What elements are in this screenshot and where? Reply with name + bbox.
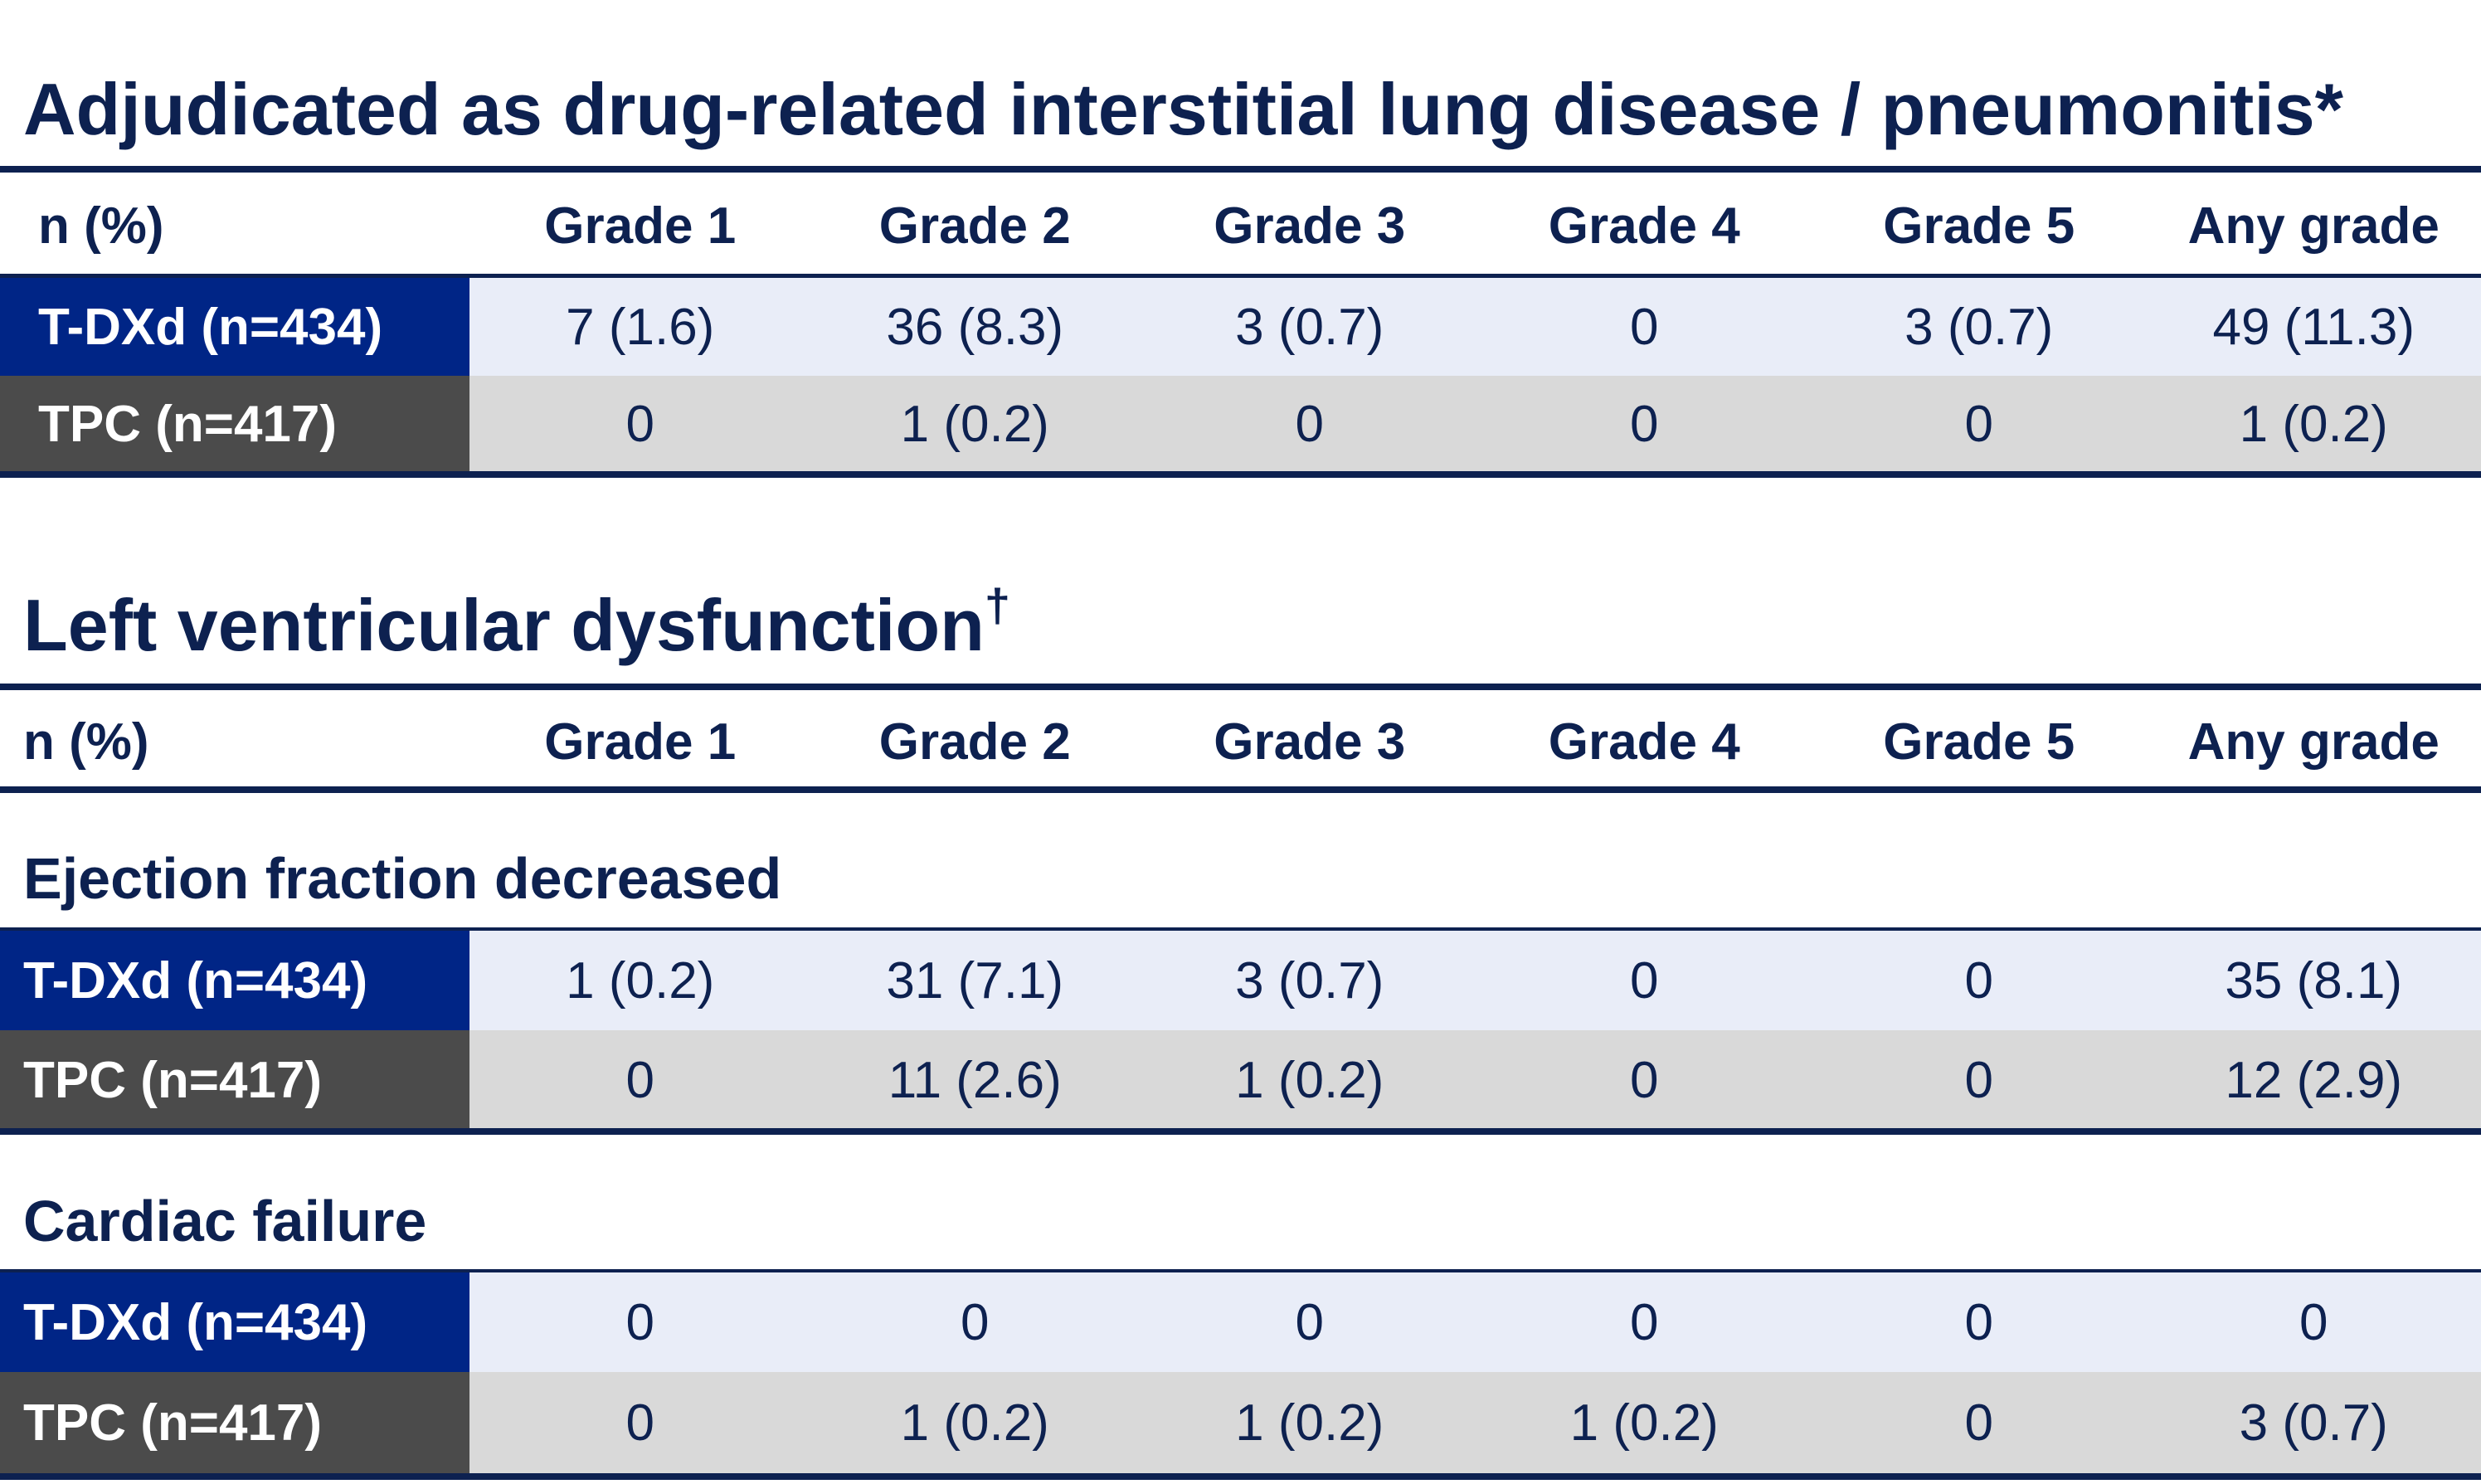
header-grade-3: Grade 3 bbox=[1214, 713, 1406, 771]
cell-value: 0 bbox=[1964, 1051, 1993, 1109]
table-row: T-DXd (n=434) 1 (0.2) 31 (7.1) 3 (0.7) 0… bbox=[0, 931, 2481, 1030]
header-grade-5: Grade 5 bbox=[1883, 713, 2075, 771]
section1-title-text: Adjudicated as drug-related interstitial… bbox=[23, 68, 2343, 150]
header-grade-5: Grade 5 bbox=[1883, 197, 2075, 255]
cell-value: 0 bbox=[1964, 1293, 1993, 1351]
row-label-tpc: TPC (n=417) bbox=[0, 1372, 469, 1473]
row-label-tdxd: T-DXd (n=434) bbox=[0, 931, 469, 1030]
header-label: n (%) bbox=[23, 713, 149, 771]
group-bottom-rule bbox=[0, 1128, 2481, 1135]
section1-title: Adjudicated as drug-related interstitial… bbox=[23, 73, 2343, 146]
section1-top-rule bbox=[0, 166, 2481, 173]
header-any-grade: Any grade bbox=[2187, 197, 2440, 255]
cell-value: 3 (0.7) bbox=[2239, 1394, 2388, 1452]
section2-header-rule bbox=[0, 786, 2481, 793]
cell-value: 0 bbox=[961, 1293, 990, 1351]
section1-header-rule bbox=[0, 274, 2481, 280]
cell-value: 0 bbox=[1630, 951, 1659, 1010]
row-label-tpc: TPC (n=417) bbox=[0, 376, 469, 473]
group-rule bbox=[0, 1269, 2481, 1272]
section2-title-text: Left ventricular dysfunction bbox=[23, 584, 985, 666]
table-row: T-DXd (n=434) 0 0 0 0 0 0 bbox=[0, 1272, 2481, 1372]
cell-value: 1 (0.2) bbox=[900, 396, 1049, 453]
cell-value: 31 (7.1) bbox=[886, 951, 1064, 1010]
group-rule bbox=[0, 927, 2481, 931]
cell-value: 36 (8.3) bbox=[886, 298, 1064, 356]
header-grade-1: Grade 1 bbox=[544, 713, 737, 771]
header-any-grade: Any grade bbox=[2187, 713, 2440, 771]
section1-header-row: n (%) Grade 1 Grade 2 Grade 3 Grade 4 Gr… bbox=[0, 178, 2481, 274]
header-grade-2: Grade 2 bbox=[878, 197, 1071, 255]
header-grade-3: Grade 3 bbox=[1214, 197, 1406, 255]
cell-value: 0 bbox=[1295, 396, 1324, 453]
cell-value: 0 bbox=[2299, 1293, 2328, 1351]
cell-value: 1 (0.2) bbox=[1235, 1051, 1384, 1109]
row-values: 0 11 (2.6) 1 (0.2) 0 0 12 (2.9) bbox=[469, 1030, 2481, 1130]
cell-value: 0 bbox=[625, 1293, 654, 1351]
row-values: 0 1 (0.2) 1 (0.2) 1 (0.2) 0 3 (0.7) bbox=[469, 1372, 2481, 1473]
cell-value: 1 (0.2) bbox=[566, 951, 715, 1010]
cell-value: 0 bbox=[1630, 396, 1659, 453]
header-label: n (%) bbox=[38, 197, 164, 255]
header-grade-1: Grade 1 bbox=[544, 197, 737, 255]
header-grade-4: Grade 4 bbox=[1548, 197, 1740, 255]
cell-value: 3 (0.7) bbox=[1235, 298, 1384, 356]
section2-header-row: n (%) Grade 1 Grade 2 Grade 3 Grade 4 Gr… bbox=[0, 693, 2481, 790]
cell-value: 7 (1.6) bbox=[566, 298, 715, 356]
section2-title: Left ventricular dysfunction† bbox=[23, 582, 1010, 662]
table-row: TPC (n=417) 0 1 (0.2) 0 0 0 1 (0.2) bbox=[0, 376, 2481, 473]
cell-value: 35 (8.1) bbox=[2225, 951, 2403, 1010]
header-grade-4: Grade 4 bbox=[1548, 713, 1740, 771]
cell-value: 0 bbox=[1964, 396, 1993, 453]
row-values: 7 (1.6) 36 (8.3) 3 (0.7) 0 3 (0.7) 49 (1… bbox=[469, 278, 2481, 376]
group-title-ejection-fraction: Ejection fraction decreased bbox=[23, 846, 782, 911]
cell-value: 1 (0.2) bbox=[1569, 1394, 1719, 1452]
cell-value: 0 bbox=[1964, 1394, 1993, 1452]
cell-value: 0 bbox=[1295, 1293, 1324, 1351]
cell-value: 1 (0.2) bbox=[900, 1394, 1049, 1452]
cell-value: 49 (11.3) bbox=[2212, 298, 2415, 356]
cell-value: 12 (2.9) bbox=[2225, 1051, 2403, 1109]
table-row: TPC (n=417) 0 11 (2.6) 1 (0.2) 0 0 12 (2… bbox=[0, 1030, 2481, 1130]
row-values: 1 (0.2) 31 (7.1) 3 (0.7) 0 0 35 (8.1) bbox=[469, 931, 2481, 1030]
row-values: 0 1 (0.2) 0 0 0 1 (0.2) bbox=[469, 376, 2481, 473]
section1-bottom-rule bbox=[0, 471, 2481, 478]
header-grade-2: Grade 2 bbox=[878, 713, 1071, 771]
row-label-tpc: TPC (n=417) bbox=[0, 1030, 469, 1130]
cell-value: 0 bbox=[625, 1051, 654, 1109]
table-row: T-DXd (n=434) 7 (1.6) 36 (8.3) 3 (0.7) 0… bbox=[0, 278, 2481, 376]
cell-value: 3 (0.7) bbox=[1905, 298, 2054, 356]
cell-value: 0 bbox=[625, 1394, 654, 1452]
row-label-tdxd: T-DXd (n=434) bbox=[0, 278, 469, 376]
row-label-tdxd: T-DXd (n=434) bbox=[0, 1272, 469, 1372]
group-title-cardiac-failure: Cardiac failure bbox=[23, 1189, 427, 1253]
cell-value: 0 bbox=[1630, 298, 1659, 356]
cell-value: 1 (0.2) bbox=[1235, 1394, 1384, 1452]
cell-value: 11 (2.6) bbox=[888, 1051, 1062, 1109]
cell-value: 0 bbox=[1630, 1293, 1659, 1351]
cell-value: 0 bbox=[625, 396, 654, 453]
cell-value: 0 bbox=[1964, 951, 1993, 1010]
dagger-mark: † bbox=[984, 579, 1010, 631]
table-row: TPC (n=417) 0 1 (0.2) 1 (0.2) 1 (0.2) 0 … bbox=[0, 1372, 2481, 1473]
section2-top-rule bbox=[0, 684, 2481, 690]
cell-value: 3 (0.7) bbox=[1235, 951, 1384, 1010]
row-values: 0 0 0 0 0 0 bbox=[469, 1272, 2481, 1372]
cell-value: 1 (0.2) bbox=[2239, 396, 2388, 453]
cell-value: 0 bbox=[1630, 1051, 1659, 1109]
section2-bottom-rule bbox=[0, 1473, 2481, 1480]
